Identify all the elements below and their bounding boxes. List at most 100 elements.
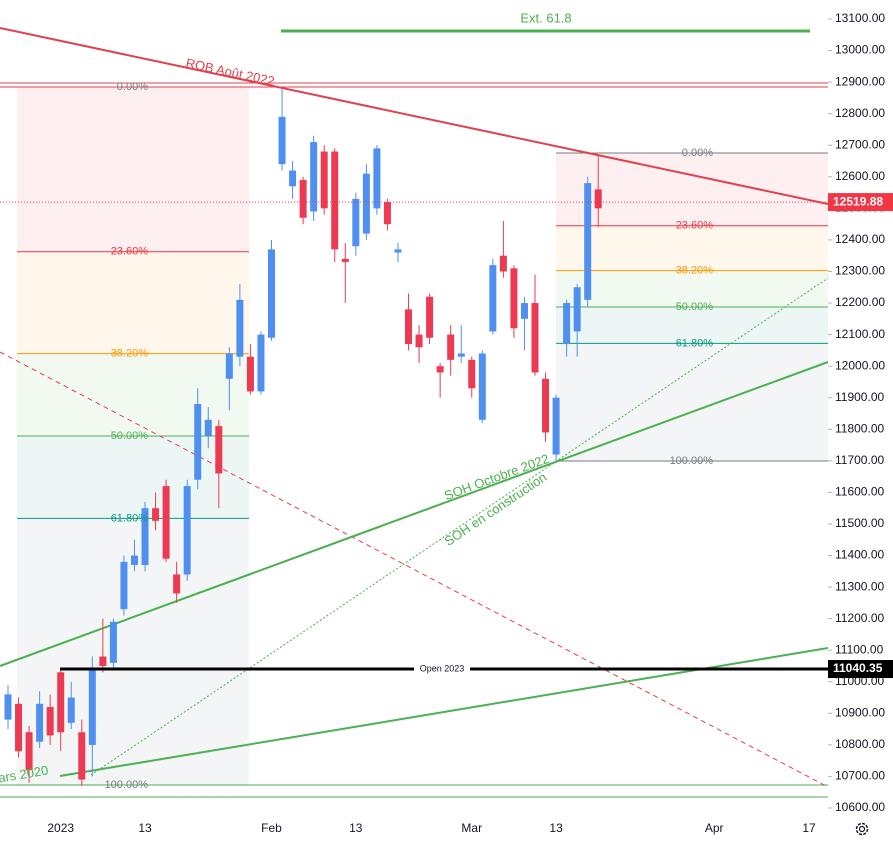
price-axis	[828, 0, 893, 842]
y-tick-label: 11200.00	[835, 611, 884, 625]
candle-body	[341, 258, 349, 263]
candle-body	[141, 508, 149, 565]
candle-body	[15, 703, 23, 752]
candle-body	[130, 555, 138, 565]
x-tick-label: Apr	[705, 821, 724, 835]
annotation: Ext. 61.8	[520, 10, 571, 25]
candle-body	[246, 356, 254, 392]
trend-line	[0, 351, 828, 788]
candle-body	[457, 353, 465, 357]
y-tick-label: 11100.00	[835, 642, 884, 656]
y-tick-label: 12300.00	[835, 264, 885, 278]
fib-zone	[556, 307, 828, 344]
last-price-label: 12519.88	[833, 194, 883, 208]
x-tick-label: 13	[349, 821, 363, 835]
plot-background	[17, 86, 828, 786]
candle-body	[46, 707, 54, 736]
fib-zone	[556, 225, 828, 271]
y-tick-label: 10900.00	[835, 705, 885, 719]
candle-body	[552, 397, 560, 455]
fib-zone	[17, 353, 249, 436]
time-axis	[0, 815, 828, 842]
fib-zone	[556, 343, 828, 461]
open-label-bg	[414, 663, 470, 676]
candle-body	[162, 486, 170, 559]
candle-body	[320, 151, 328, 209]
trend-line	[0, 27, 828, 205]
drawings	[0, 27, 828, 798]
y-tick-label: 11300.00	[835, 579, 884, 593]
fib-label: 50.00%	[111, 430, 149, 442]
candle-body	[120, 561, 128, 610]
candle-body	[4, 694, 12, 720]
fib-label: 0.00%	[682, 147, 713, 159]
candle-body	[362, 173, 370, 234]
fib-label: 50.00%	[676, 301, 714, 313]
x-tick-label: Mar	[461, 821, 482, 835]
fib-zone	[17, 87, 249, 252]
candle-body	[152, 508, 160, 521]
annotation: ROB Août 2022	[184, 55, 275, 88]
fib-label: 23.60%	[676, 220, 714, 232]
y-tick-label: 12600.00	[835, 169, 885, 183]
candle-body	[468, 359, 476, 389]
candle-body	[99, 656, 107, 666]
candle-body	[331, 151, 339, 250]
candle-body	[405, 309, 413, 345]
x-tick-label: 17	[802, 821, 816, 835]
candle-body	[426, 296, 434, 338]
trend-line	[90, 277, 828, 776]
candle-body	[531, 303, 539, 373]
x-tick-label: 13	[549, 821, 563, 835]
x-tick-label: 2023	[47, 821, 74, 835]
candles: Open 2023	[0, 88, 828, 786]
candle-body	[594, 189, 602, 209]
last-price-box	[828, 193, 893, 212]
y-tick-label: 11600.00	[835, 485, 884, 499]
candle-body	[78, 732, 86, 780]
settings-icon[interactable]	[855, 822, 869, 836]
axes: 10600.0010700.0010800.0010900.0011000.00…	[47, 11, 893, 835]
candle-body	[499, 255, 507, 272]
y-tick-label: 12100.00	[835, 327, 885, 341]
y-tick-label: 12400.00	[835, 232, 885, 246]
candle-body	[215, 426, 223, 474]
candle-body	[67, 697, 75, 723]
candle-body	[268, 249, 275, 338]
fib-label: 61.80%	[676, 337, 714, 349]
y-tick-label: 10600.00	[835, 800, 885, 814]
candle-body	[447, 334, 455, 360]
candle-body	[478, 353, 486, 420]
y-tick-label: 10700.00	[835, 769, 885, 783]
y-tick-label: 12200.00	[835, 295, 885, 309]
y-tick-label: 11400.00	[835, 548, 884, 562]
fib-label: 100.00%	[105, 779, 149, 791]
candle-body	[510, 268, 518, 329]
candle-body	[278, 116, 286, 165]
candle-body	[584, 183, 592, 300]
candle-body	[573, 287, 581, 332]
candle-body	[225, 353, 233, 379]
fib-zone	[556, 153, 828, 226]
candle-body	[88, 669, 96, 745]
trend-line	[0, 361, 828, 667]
y-tick-label: 12800.00	[835, 106, 885, 120]
candle-body	[36, 703, 44, 742]
y-tick-label: 11800.00	[835, 421, 884, 435]
candle-body	[520, 303, 528, 319]
candle-body	[289, 170, 297, 187]
candle-body	[383, 202, 391, 225]
candle-body	[204, 419, 212, 436]
candle-body	[109, 621, 117, 663]
x-tick-label: Feb	[261, 821, 282, 835]
candle-body	[173, 574, 181, 594]
fib-label: 61.80%	[111, 512, 149, 524]
open-label: Open 2023	[420, 663, 465, 673]
candle-body	[352, 198, 360, 247]
open-price-label: 11040.35	[833, 661, 883, 675]
y-tick-label: 13100.00	[835, 11, 885, 25]
candle-body	[563, 303, 571, 345]
fib-label: 38.20%	[676, 265, 714, 277]
fib-label: 100.00%	[670, 455, 714, 467]
